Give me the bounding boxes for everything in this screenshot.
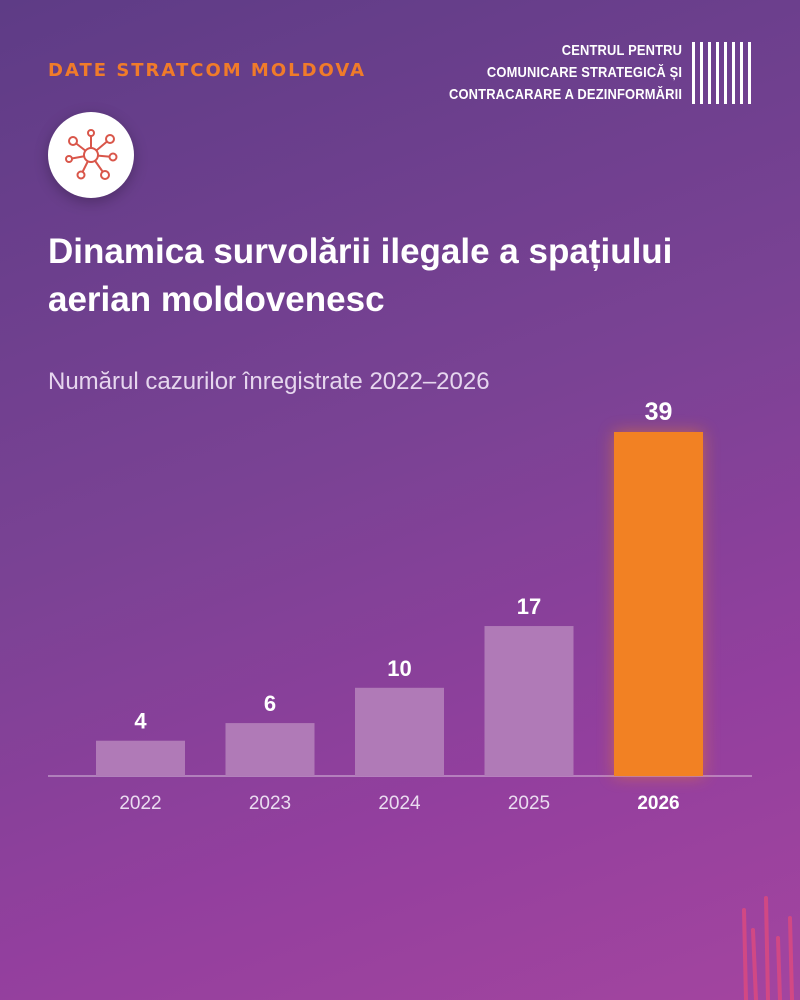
bar xyxy=(96,740,185,776)
network-icon-badge xyxy=(48,112,134,198)
decorative-stripes xyxy=(742,896,794,1000)
x-tick-label: 2026 xyxy=(637,793,679,814)
data-label: 39 xyxy=(645,398,673,426)
barcode-logo-icon xyxy=(692,42,751,104)
chart-subtitle: Numărul cazurilor înregistrate 2022–2026 xyxy=(48,368,490,395)
bar xyxy=(484,626,574,776)
bar xyxy=(225,723,315,776)
bar xyxy=(355,687,444,776)
data-label: 4 xyxy=(134,709,147,734)
org-line: CONTRACARARE A DEZINFORMĂRII xyxy=(448,86,682,103)
x-tick-label: 2025 xyxy=(508,793,550,814)
org-line: CENTRUL PENTRU xyxy=(561,42,682,59)
network-icon xyxy=(65,129,118,180)
data-label: 10 xyxy=(387,656,411,681)
bar-highlight xyxy=(614,432,703,776)
kicker-label: DATE STRATCOM MOLDOVA xyxy=(48,60,367,81)
org-name: CENTRUL PENTRU COMUNICARE STRATEGICĂ ȘI … xyxy=(411,40,682,106)
data-label: 6 xyxy=(264,691,276,716)
x-tick-label: 2022 xyxy=(119,793,161,814)
chart-title: Dinamica survolării ilegale a spațiului … xyxy=(48,232,673,319)
org-line: COMUNICARE STRATEGICĂ ȘI xyxy=(486,64,682,81)
data-label: 17 xyxy=(517,594,541,619)
x-tick-label: 2024 xyxy=(378,793,421,814)
x-tick-label: 2023 xyxy=(249,793,291,814)
